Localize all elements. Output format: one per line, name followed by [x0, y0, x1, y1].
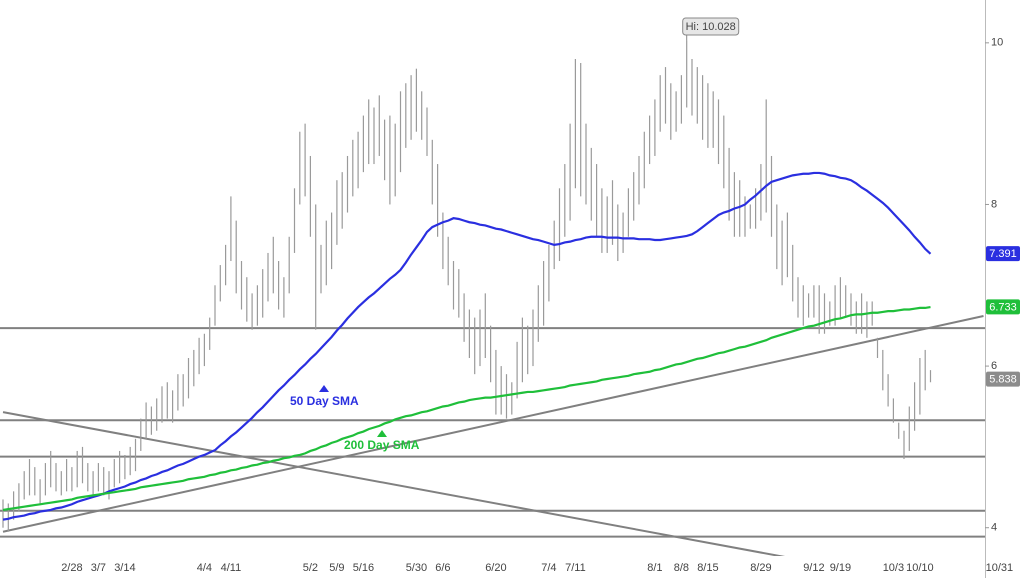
trend-line: [2, 411, 786, 556]
sma-label: 200 Day SMA: [344, 438, 420, 452]
sma-arrow: [377, 430, 387, 437]
x-tick-label: 7/4: [541, 562, 556, 574]
sma-line: [2, 306, 931, 512]
annotation-box: [682, 17, 740, 36]
y-tick-label: 8: [991, 198, 997, 210]
x-tick-label: 2/28: [61, 562, 82, 574]
x-tick-label: 5/2: [303, 562, 318, 574]
x-tick-label: 5/9: [329, 562, 344, 574]
x-tick-label: 7/11: [565, 562, 586, 574]
last-value-box: [986, 246, 1020, 262]
x-tick-label: 5/30: [406, 562, 427, 574]
y-tick-label: 10: [991, 37, 1003, 49]
x-tick-label: 8/15: [697, 562, 718, 574]
last-value-box: [986, 371, 1020, 387]
last-value-label: 5.838: [989, 374, 1017, 386]
annotation-label: Hi: 10.028: [686, 21, 736, 33]
x-tick-label: 10/10: [906, 562, 934, 574]
sma-label: 50 Day SMA: [290, 394, 359, 408]
labels: 50 Day SMA 200 Day SMA: [290, 385, 420, 452]
x-tick-label: 3/7: [91, 562, 106, 574]
x-tick-label: 10/31: [986, 562, 1014, 574]
x-tick-label: 8/8: [674, 562, 689, 574]
x-tick-label: 6/20: [485, 562, 506, 574]
x-tick-label: 8/29: [750, 562, 771, 574]
x-tick-label: 9/12: [803, 562, 824, 574]
x-tick-label: 3/14: [114, 562, 135, 574]
sma-arrow: [319, 385, 329, 392]
x-tick-label: 4/4: [197, 562, 212, 574]
y-tick-label: 4: [991, 522, 997, 534]
last-value-box: [986, 299, 1020, 315]
last-value-label: 6.733: [989, 301, 1017, 313]
x-tick-label: 5/16: [353, 562, 374, 574]
last-value-label: 7.391: [989, 248, 1017, 260]
x-tick-label: 4/11: [221, 562, 242, 574]
plot-area: [0, 40, 985, 556]
x-tick-label: 6/6: [435, 562, 450, 574]
x-tick-label: 8/1: [647, 562, 662, 574]
y-tick-label: 6: [991, 360, 997, 372]
sma-line: [2, 171, 932, 521]
x-tick-label: 10/3: [883, 562, 904, 574]
trend-line: [2, 315, 984, 533]
x-tick-label: 9/19: [830, 562, 851, 574]
